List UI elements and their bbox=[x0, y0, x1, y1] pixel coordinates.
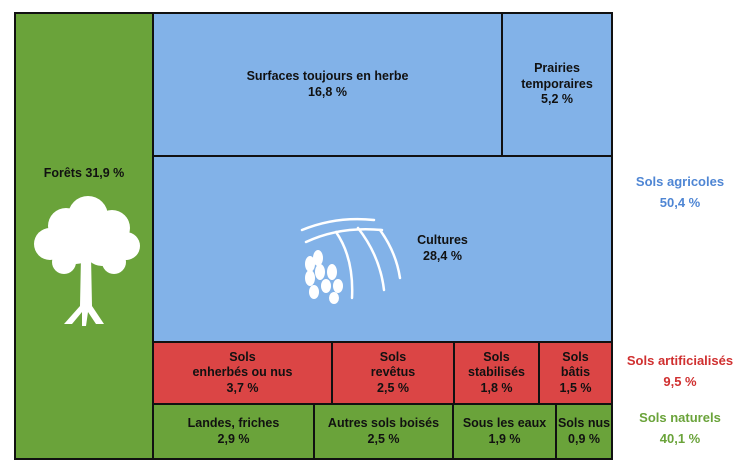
cell-label: Landes, friches bbox=[187, 415, 280, 430]
cell-label: Prairies temporaires bbox=[521, 61, 593, 91]
group-value: 50,4 % bbox=[659, 194, 701, 210]
group-name: Sols artificialisés bbox=[626, 353, 734, 368]
group-value: 40,1 % bbox=[659, 430, 701, 446]
cell-sols-enherbes: Sols enherbés ou nus 3,7 % bbox=[152, 341, 333, 405]
cell-sols-batis: Sols bâtis 1,5 % bbox=[538, 341, 613, 405]
group-label-naturels: Sols naturels 40,1 % bbox=[613, 408, 747, 450]
cell-label: Cultures bbox=[417, 233, 468, 248]
cell-value: 1,8 % bbox=[480, 380, 513, 395]
tree-icon bbox=[34, 196, 140, 326]
cell-surfaces-herbe: Surfaces toujours en herbe 16,8 % bbox=[152, 12, 503, 157]
cell-label: Sols revêtus bbox=[370, 349, 416, 380]
cell-autres-boises: Autres sols boisés 2,5 % bbox=[313, 403, 454, 460]
group-name: Sols agricoles bbox=[635, 174, 725, 189]
cell-sols-stabilises: Sols stabilisés 1,8 % bbox=[453, 341, 540, 405]
group-name: Sols naturels bbox=[639, 410, 721, 425]
cell-forets-label: Forêts 31,9 % bbox=[43, 166, 125, 180]
cell-sols-nus: Sols nus 0,9 % bbox=[555, 403, 613, 460]
cell-label: Sols bâtis bbox=[560, 349, 591, 380]
cell-label: Sols nus bbox=[557, 415, 611, 430]
cell-label: Autres sols boisés bbox=[327, 415, 440, 430]
group-label-agricoles: Sols agricoles 50,4 % bbox=[613, 172, 747, 214]
cell-label: Sols enherbés ou nus bbox=[192, 349, 293, 380]
cell-value: 2,5 % bbox=[377, 380, 409, 395]
cell-sols-revetus: Sols revêtus 2,5 % bbox=[331, 341, 455, 405]
cell-value: 2,5 % bbox=[367, 431, 400, 446]
group-label-artificialises: Sols artificialisés 9,5 % bbox=[613, 351, 747, 393]
cell-label: Surfaces toujours en herbe bbox=[246, 68, 409, 83]
cell-sous-eaux: Sous les eaux 1,9 % bbox=[452, 403, 557, 460]
cell-value: 1,9 % bbox=[488, 431, 521, 446]
wheat-field-icon bbox=[300, 217, 402, 304]
cell-label: Sous les eaux bbox=[462, 415, 547, 430]
cell-prairies: Prairies temporaires 5,2 % bbox=[501, 12, 613, 157]
cell-value: 1,5 % bbox=[559, 380, 592, 395]
cell-label: Sols stabilisés bbox=[468, 349, 525, 380]
cell-value: 5,2 % bbox=[541, 92, 573, 107]
group-value: 9,5 % bbox=[663, 373, 697, 389]
cell-value: 3,7 % bbox=[226, 380, 259, 395]
cell-value: 0,9 % bbox=[568, 431, 600, 446]
cell-cultures: Cultures 28,4 % bbox=[152, 155, 613, 343]
cell-landes: Landes, friches 2,9 % bbox=[152, 403, 315, 460]
cell-value: 2,9 % bbox=[217, 431, 250, 446]
cell-value: 28,4 % bbox=[423, 249, 462, 263]
cell-value: 16,8 % bbox=[308, 84, 347, 99]
